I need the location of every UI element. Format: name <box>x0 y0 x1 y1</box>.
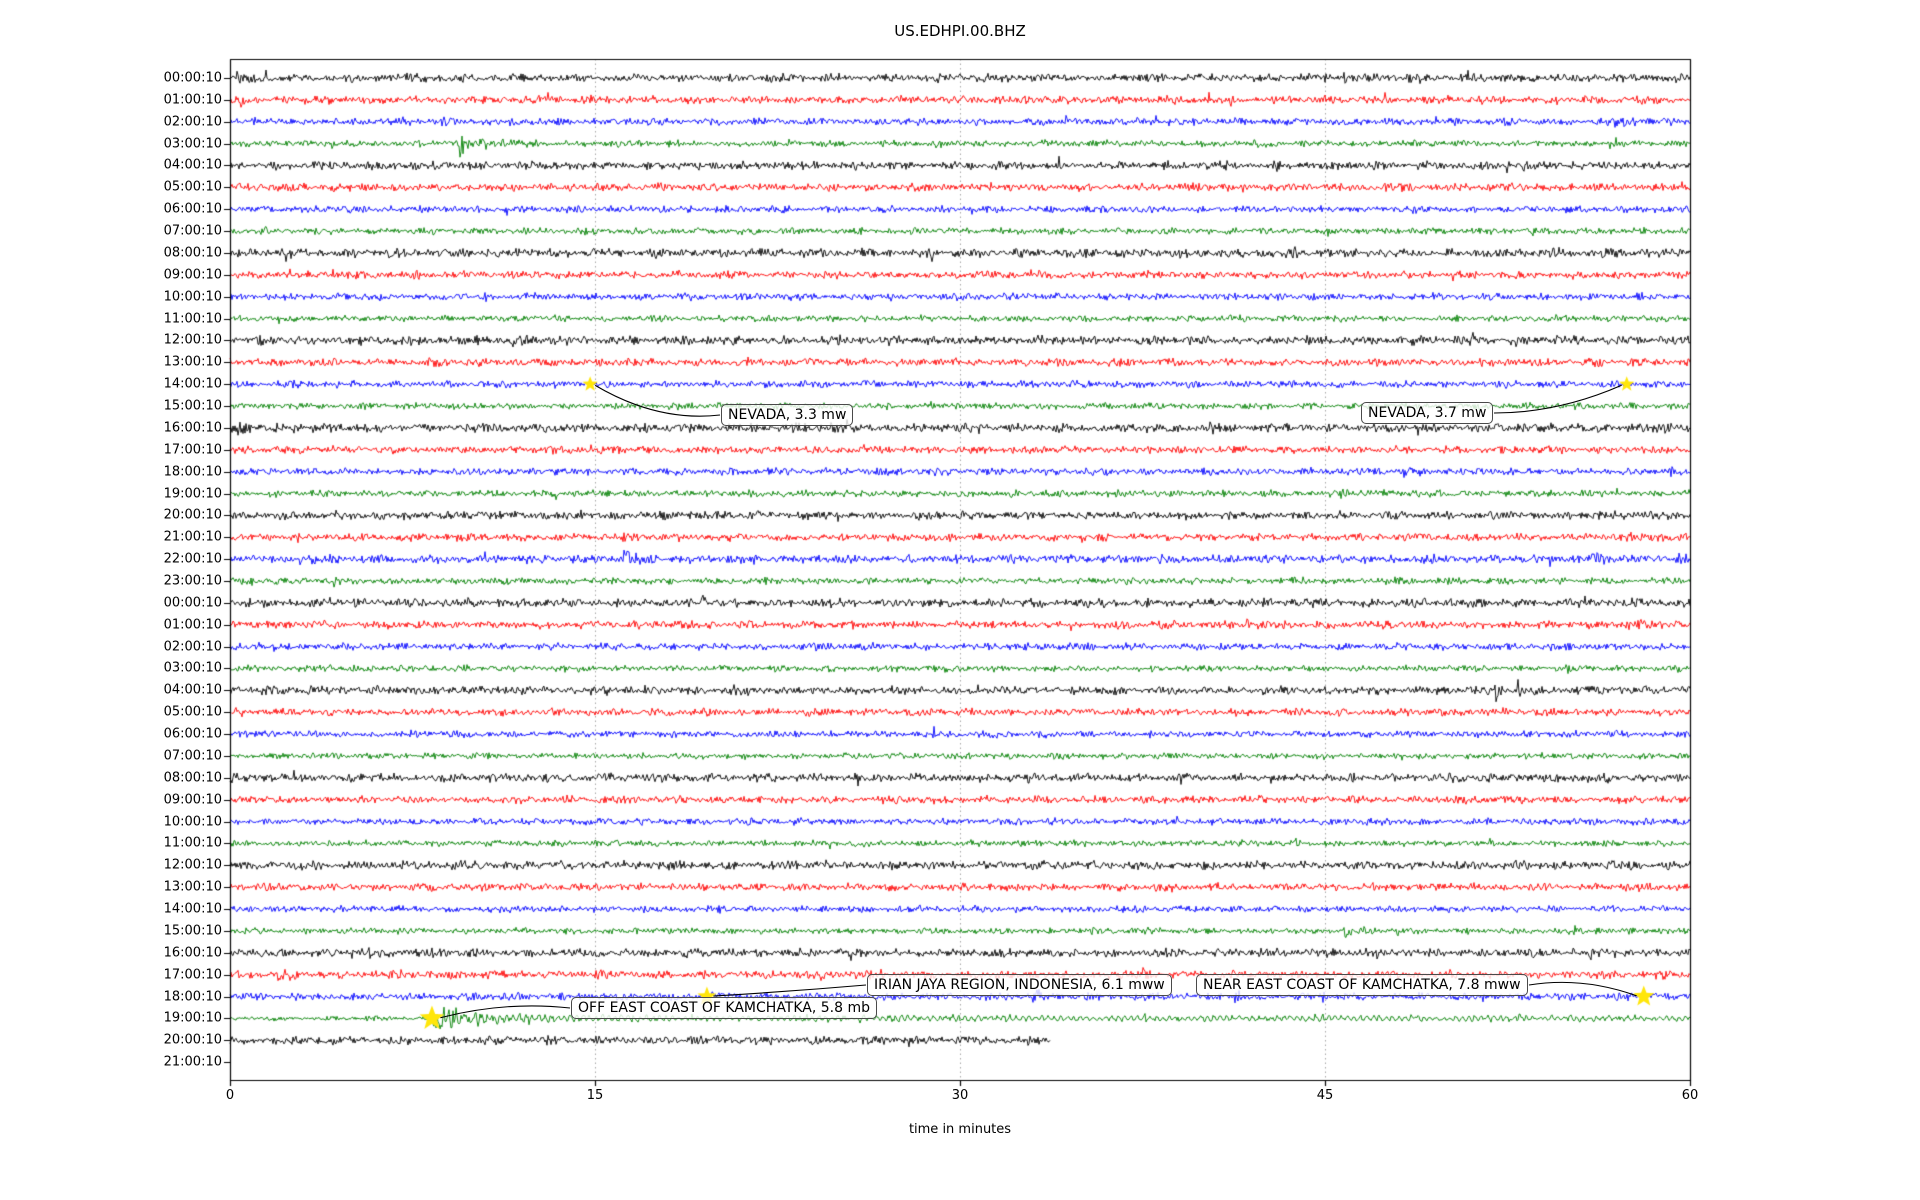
trace-time-label: 02:00:10 <box>163 639 222 655</box>
trace-time-label: 14:00:10 <box>163 901 222 917</box>
x-axis-label: time in minutes <box>908 1122 1012 1137</box>
trace-time-label: 15:00:10 <box>163 398 222 414</box>
x-tick-label: 15 <box>586 1088 604 1103</box>
trace-time-label: 03:00:10 <box>163 136 222 152</box>
trace-time-label: 22:00:10 <box>163 551 222 567</box>
trace-time-label: 09:00:10 <box>163 792 222 808</box>
trace-time-label: 18:00:10 <box>163 989 222 1005</box>
trace-time-label: 00:00:10 <box>163 70 222 86</box>
trace-time-label: 23:00:10 <box>163 573 222 589</box>
event-label-off-east-coast-of-kamchatka-5-8-mb: OFF EAST COAST OF KAMCHATKA, 5.8 mb <box>571 997 878 1020</box>
trace-time-label: 15:00:10 <box>163 923 222 939</box>
trace-time-label: 08:00:10 <box>163 770 222 786</box>
trace-time-label: 13:00:10 <box>163 879 222 895</box>
trace-time-label: 04:00:10 <box>163 157 222 173</box>
trace-time-label: 05:00:10 <box>163 179 222 195</box>
trace-time-label: 18:00:10 <box>163 464 222 480</box>
trace-time-label: 19:00:10 <box>163 486 222 502</box>
trace-time-label: 00:00:10 <box>163 595 222 611</box>
trace-time-label: 11:00:10 <box>163 835 222 851</box>
trace-time-label: 01:00:10 <box>163 92 222 108</box>
event-label-nevada-3-3-mw: NEVADA, 3.3 mw <box>721 404 854 427</box>
trace-time-label: 11:00:10 <box>163 311 222 327</box>
trace-time-label: 09:00:10 <box>163 267 222 283</box>
event-label-nevada-3-7-mw: NEVADA, 3.7 mw <box>1361 402 1494 425</box>
trace-time-label: 07:00:10 <box>163 748 222 764</box>
trace-time-label: 08:00:10 <box>163 245 222 261</box>
trace-time-label: 04:00:10 <box>163 682 222 698</box>
trace-time-label: 02:00:10 <box>163 114 222 130</box>
plot-title: US.EDHPI.00.BHZ <box>894 22 1026 40</box>
trace-time-label: 19:00:10 <box>163 1010 222 1026</box>
x-tick-label: 30 <box>951 1088 969 1103</box>
event-label-irian-jaya-region-indonesia-6-1-mww: IRIAN JAYA REGION, INDONESIA, 6.1 mww <box>867 974 1172 997</box>
trace-time-label: 20:00:10 <box>163 507 222 523</box>
trace-time-label: 17:00:10 <box>163 967 222 983</box>
x-tick-label: 45 <box>1316 1088 1334 1103</box>
trace-time-label: 10:00:10 <box>163 289 222 305</box>
trace-time-label: 14:00:10 <box>163 376 222 392</box>
x-tick-label: 60 <box>1681 1088 1699 1103</box>
trace-time-label: 12:00:10 <box>163 332 222 348</box>
trace-time-label: 10:00:10 <box>163 814 222 830</box>
trace-time-label: 16:00:10 <box>163 945 222 961</box>
trace-time-label: 21:00:10 <box>163 1054 222 1070</box>
trace-time-label: 06:00:10 <box>163 726 222 742</box>
trace-time-label: 17:00:10 <box>163 442 222 458</box>
event-label-near-east-coast-of-kamchatka-7-8-mww: NEAR EAST COAST OF KAMCHATKA, 7.8 mww <box>1196 974 1528 997</box>
trace-time-label: 13:00:10 <box>163 354 222 370</box>
trace-time-label: 05:00:10 <box>163 704 222 720</box>
trace-time-label: 01:00:10 <box>163 617 222 633</box>
trace-time-label: 07:00:10 <box>163 223 222 239</box>
trace-time-label: 06:00:10 <box>163 201 222 217</box>
trace-time-label: 16:00:10 <box>163 420 222 436</box>
trace-time-label: 12:00:10 <box>163 857 222 873</box>
x-tick-label: 0 <box>225 1088 235 1103</box>
trace-time-label: 03:00:10 <box>163 660 222 676</box>
trace-time-label: 21:00:10 <box>163 529 222 545</box>
trace-time-label: 20:00:10 <box>163 1032 222 1048</box>
